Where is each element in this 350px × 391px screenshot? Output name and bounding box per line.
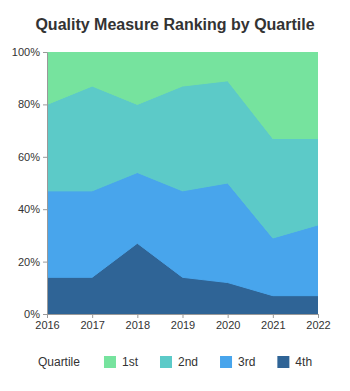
x-tick: 2022 [306,314,330,331]
legend-item: 1st [104,355,139,369]
legend-item: 3rd [220,355,255,369]
x-tick: 2017 [80,314,104,331]
legend: Quartile 1st 2nd 3rd 4th [38,355,312,369]
legend-swatch [160,356,172,368]
y-tick-mark [43,314,47,315]
y-tick: 40% [18,203,47,215]
y-tick-mark [43,104,47,105]
x-tick-label: 2022 [306,319,330,331]
x-tick-mark [137,314,138,318]
legend-label: 3rd [238,355,255,369]
x-tick-label: 2018 [126,319,150,331]
x-tick-label: 2017 [80,319,104,331]
chart: Quality Measure Ranking by Quartile0%20%… [0,0,350,391]
y-tick: 60% [18,151,47,163]
title: Quality Measure Ranking by Quartile [35,16,314,33]
y-tick-mark [43,157,47,158]
y-axis-line [47,53,48,315]
x-axis: 2016 2017 2018 2019 2020 2021 2022 [35,314,330,331]
legend-label: 4th [295,355,312,369]
x-tick-label: 2020 [216,319,240,331]
x-tick: 2021 [261,314,285,331]
x-tick: 2018 [126,314,150,331]
legend-label: 1st [122,355,139,369]
area [47,52,318,138]
x-tick: 2020 [216,314,240,331]
y-tick-label: 20% [18,256,40,268]
x-tick-mark [228,314,229,318]
plot: 0%20%40%60%80%100%2016201720182019202020… [12,46,331,331]
y-tick-label: 40% [18,203,40,215]
x-tick-label: 2016 [35,319,59,331]
x-tick: 2019 [171,314,195,331]
y-tick-label: 100% [12,46,40,58]
y-tick: 100% [12,46,47,58]
y-tick-label: 80% [18,98,40,110]
x-tick-label: 2021 [261,319,285,331]
x-tick-mark [318,314,319,318]
y-tick: 20% [18,256,47,268]
y-tick-mark [43,209,47,210]
y-axis: 0%20%40%60%80%100% [12,46,48,320]
legend-title: Quartile [38,355,80,369]
legend-item: 4th [277,355,312,369]
legend-swatch [277,356,289,368]
x-tick-mark [92,314,93,318]
x-tick-label: 2019 [171,319,195,331]
x-tick-mark [183,314,184,318]
areas [47,52,318,314]
y-tick: 80% [18,98,47,110]
legend-swatch [104,356,116,368]
x-tick: 2016 [35,314,59,331]
x-tick-mark [47,314,48,318]
y-tick-mark [43,262,47,263]
legend-label: 2nd [178,355,198,369]
legend-swatch [220,356,232,368]
legend-item: 2nd [160,355,198,369]
x-tick-mark [273,314,274,318]
y-tick-label: 60% [18,151,40,163]
y-tick-mark [43,52,47,53]
